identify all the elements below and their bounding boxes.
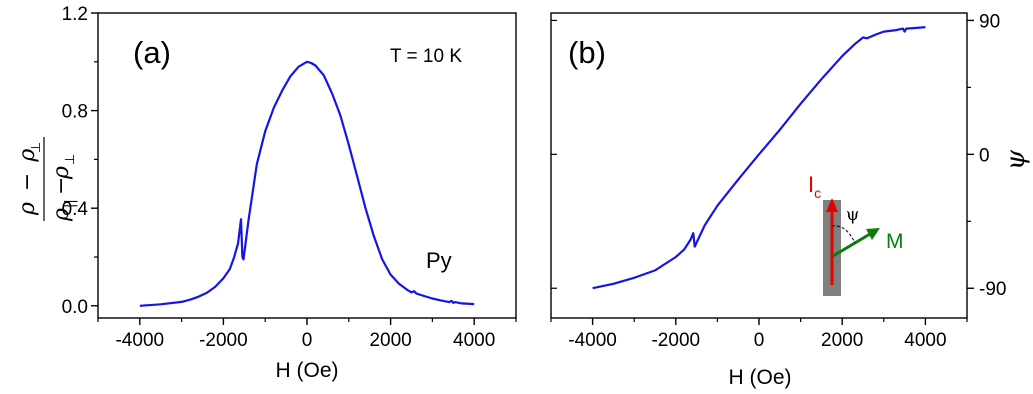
- panel-b-frame: [550, 12, 968, 319]
- x-tick-label: -4000: [568, 330, 617, 351]
- x-tick-label: -4000: [115, 330, 164, 351]
- perp-subscript-1: ⊥: [29, 142, 44, 153]
- x-tick-label: -2000: [651, 330, 700, 351]
- y-tick-label: 0.4: [62, 199, 89, 220]
- x-tick-label: 2000: [369, 330, 411, 351]
- psi-angle-label: ψ: [846, 205, 859, 225]
- magnetization-arrowhead: [866, 228, 880, 240]
- y-tick-label: -90: [979, 279, 1006, 300]
- geometry-inset: Ic ψ M: [808, 172, 904, 296]
- x-tick-label: 4000: [453, 330, 495, 351]
- panel-a-y-ticks: 0.0 0.4 0.8 1.2: [62, 4, 98, 318]
- svg-text:−: −: [49, 177, 74, 195]
- panel-b-x-axis-title: H (Oe): [729, 366, 792, 389]
- temperature-annotation: T = 10 K: [390, 46, 462, 67]
- panel-b-series-line: [592, 26, 926, 290]
- panel-b-label: (b): [568, 35, 606, 70]
- panel-b-y-ticks: -90 0 90: [551, 11, 1006, 300]
- current-label: Ic: [808, 172, 821, 201]
- y-tick-label: 0.0: [62, 297, 88, 318]
- panel-a: -4000 -2000 0 2000 4000 0.0 0.4 0.8 1.2 (a) T =…: [15, 4, 517, 382]
- panel-a-x-axis-title: H (Oe): [276, 359, 339, 382]
- panel-a-y-axis-title: ρ − ρ ⊥ ρ || − ρ ⊥: [15, 137, 78, 222]
- perp-subscript-2: ⊥: [63, 154, 78, 165]
- panel-b-x-ticks: -4000 -2000 0 2000 4000: [550, 318, 968, 351]
- panel-a-x-ticks: -4000 -2000 0 2000 4000: [97, 318, 517, 351]
- x-tick-label: -2000: [199, 330, 248, 351]
- parallel-subscript: ||: [63, 199, 78, 208]
- panel-a-series-line: [139, 60, 475, 307]
- x-tick-label: 0: [302, 330, 313, 351]
- y-tick-label: 90: [979, 11, 1000, 32]
- y-tick-label: 0: [979, 145, 990, 166]
- current-arrowhead: [826, 198, 838, 212]
- y-tick-label: 0.8: [62, 102, 88, 123]
- magnetization-label: M: [886, 230, 904, 253]
- panel-a-label: (a): [133, 35, 171, 70]
- x-tick-label: 4000: [904, 330, 946, 351]
- x-tick-label: 2000: [821, 330, 863, 351]
- magnetization-arrow: [832, 232, 871, 258]
- angle-arc: [831, 225, 856, 244]
- x-tick-label: 0: [754, 330, 765, 351]
- y-tick-label: 1.2: [62, 4, 88, 25]
- svg-text:ρ − ρ: ρ − ρ: [15, 149, 40, 216]
- svg-text:ρ: ρ: [49, 166, 74, 180]
- series-label-py: Py: [426, 248, 452, 273]
- panel-b-y-axis-title: ψ: [1001, 149, 1031, 170]
- svg-text:ρ: ρ: [49, 208, 74, 222]
